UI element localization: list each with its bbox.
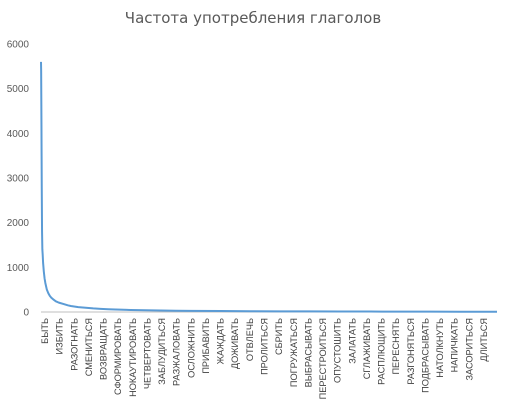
y-tick-label: 5000 <box>7 84 30 95</box>
x-tick-label: ВОЗВРАЩАТЬ <box>99 318 109 380</box>
series-line <box>40 61 498 313</box>
x-tick-label: ДЛИТЬСЯ <box>479 318 489 362</box>
x-tick-label: ПРИБАВИТЬ <box>201 318 211 374</box>
y-tick-label: 1000 <box>7 263 30 274</box>
x-tick-label: ИЗБИТЬ <box>55 318 65 354</box>
x-tick-label: ЗАЛАТАТЬ <box>347 318 357 364</box>
x-tick-label: БЫТЬ <box>40 318 50 344</box>
y-tick-labels: 0 1000 2000 3000 4000 5000 6000 <box>7 40 30 319</box>
x-tick-label: НАТОЛКНУТЬ <box>435 318 445 378</box>
x-tick-label: СМЕНИТЬСЯ <box>84 318 94 376</box>
y-tick-label: 4000 <box>7 129 30 140</box>
y-tick-label: 2000 <box>7 218 30 229</box>
x-tick-label: ОПУСТОШИТЬ <box>333 318 343 383</box>
x-tick-label: РАЗОГНАТЬ <box>69 318 79 371</box>
x-tick-label: РАСПЛЮЩИТЬ <box>377 318 387 385</box>
x-tick-label: СГЛАЖИВАТЬ <box>362 318 372 379</box>
x-tick-label: НАПИЧКАТЬ <box>450 318 460 372</box>
y-tick-label: 6000 <box>7 40 30 51</box>
x-tick-label: ЖАЖДАТЬ <box>216 318 226 364</box>
x-tick-label: ДОЖИВАТЬ <box>230 318 240 369</box>
x-tick-label: РАЗГОНЯТЬСЯ <box>406 318 416 385</box>
x-tick-label: ОСЛОЖНИТЬ <box>186 318 196 378</box>
x-tick-label: ПОДБРАСЫВАТЬ <box>420 318 430 393</box>
y-tick-label: 3000 <box>7 174 30 185</box>
x-tick-label: РАЗЖАЛОВАТЬ <box>172 318 182 386</box>
chart-title: Частота употребления глаголов <box>125 9 381 27</box>
x-tick-label: ВЫБРАСЫВАТЬ <box>303 318 313 387</box>
x-tick-label: СФОРМИРОВАТЬ <box>113 318 123 395</box>
x-tick-label: ЗАСОРИТЬСЯ <box>464 318 474 381</box>
x-tick-label: ЗАБЛУДИТЬСЯ <box>157 318 167 385</box>
x-tick-label: ПРОЛИТЬСЯ <box>260 318 270 375</box>
x-tick-label: СБРИТЬ <box>274 318 284 355</box>
y-tick-label: 0 <box>23 308 29 319</box>
x-tick-label: ПЕРЕСТРОИТЬСЯ <box>318 318 328 399</box>
x-tick-label: ЧЕТВЕРТОВАТЬ <box>142 318 152 389</box>
x-tick-labels: БЫТЬ ИЗБИТЬ РАЗОГНАТЬ СМЕНИТЬСЯ ВОЗВРАЩАТЬ СФ… <box>40 318 489 399</box>
x-tick-label: ОТВЛЕЧЬ <box>245 318 255 361</box>
x-tick-label: ПОГРУЖАТЬСЯ <box>289 318 299 387</box>
x-tick-label: НОКАУТИРОВАТЬ <box>128 318 138 397</box>
x-tick-label: ПЕРЕСНЯТЬ <box>391 318 401 375</box>
